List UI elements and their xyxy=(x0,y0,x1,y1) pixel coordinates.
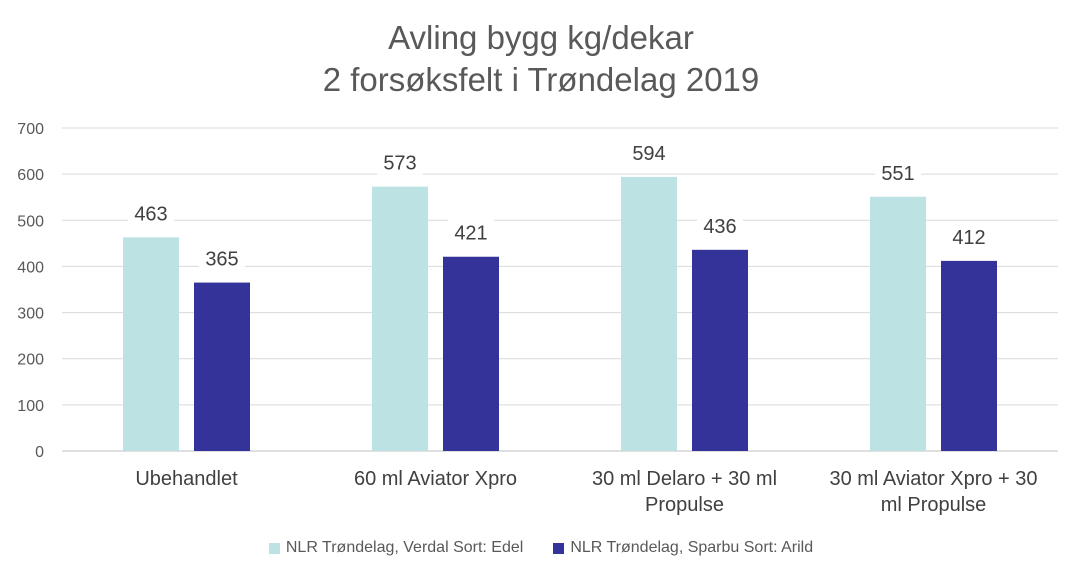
bar xyxy=(443,256,499,451)
y-tick-label: 100 xyxy=(17,398,44,415)
data-label-bg xyxy=(875,158,921,185)
bar xyxy=(941,260,997,451)
bar xyxy=(621,176,677,451)
bar xyxy=(372,186,428,451)
bar xyxy=(692,249,748,451)
data-label-bg xyxy=(448,218,494,245)
y-tick-label: 400 xyxy=(17,259,44,276)
bar xyxy=(870,196,926,451)
data-label: 463 xyxy=(134,203,167,225)
data-label: 594 xyxy=(632,143,665,165)
y-tick-label: 500 xyxy=(17,213,44,230)
legend-label-verdal: NLR Trøndelag, Verdal Sort: Edel xyxy=(285,539,524,556)
data-label: 436 xyxy=(703,216,736,238)
legend-swatch-verdal xyxy=(268,542,280,554)
x-tick-label: Ubehandlet xyxy=(135,468,238,490)
legend-item-sparbu: NLR Trøndelag, Sparbu Sort: Arild xyxy=(553,539,813,557)
data-label-bg xyxy=(697,211,743,238)
y-tick-label: 0 xyxy=(35,444,44,461)
chart-title-line-1: Avling bygg kg/dekar xyxy=(388,19,694,56)
chart-title-line-2: 2 forsøksfelt i Trøndelag 2019 xyxy=(322,61,760,98)
x-tick-label: 60 ml Aviator Xpro xyxy=(354,468,517,490)
x-tick-label: 30 ml Delaro + 30 ml xyxy=(592,468,777,490)
legend: NLR Trøndelag, Verdal Sort: Edel NLR Trø… xyxy=(0,537,1082,559)
data-label-bg xyxy=(128,199,174,226)
data-label: 573 xyxy=(383,153,416,175)
data-label-bg xyxy=(626,138,672,165)
x-tick-label: Propulse xyxy=(645,494,724,516)
x-tick-label: ml Propulse xyxy=(881,494,987,516)
x-tick-label: 30 ml Aviator Xpro + 30 xyxy=(829,468,1037,490)
data-label-bg xyxy=(377,148,423,175)
y-tick-label: 300 xyxy=(17,306,44,323)
bar xyxy=(123,237,179,451)
data-label: 365 xyxy=(205,249,238,271)
y-tick-label: 700 xyxy=(17,121,44,138)
y-tick-label: 200 xyxy=(17,352,44,369)
legend-item-verdal: NLR Trøndelag, Verdal Sort: Edel xyxy=(268,539,524,557)
data-label: 412 xyxy=(952,227,985,249)
legend-label-sparbu: NLR Trøndelag, Sparbu Sort: Arild xyxy=(570,539,814,556)
bar xyxy=(194,282,250,451)
y-tick-label: 600 xyxy=(17,167,44,184)
data-label: 421 xyxy=(454,223,487,245)
data-label-bg xyxy=(199,244,245,271)
data-label-bg xyxy=(946,222,992,249)
data-label: 551 xyxy=(881,163,914,185)
legend-swatch-sparbu xyxy=(553,542,565,554)
